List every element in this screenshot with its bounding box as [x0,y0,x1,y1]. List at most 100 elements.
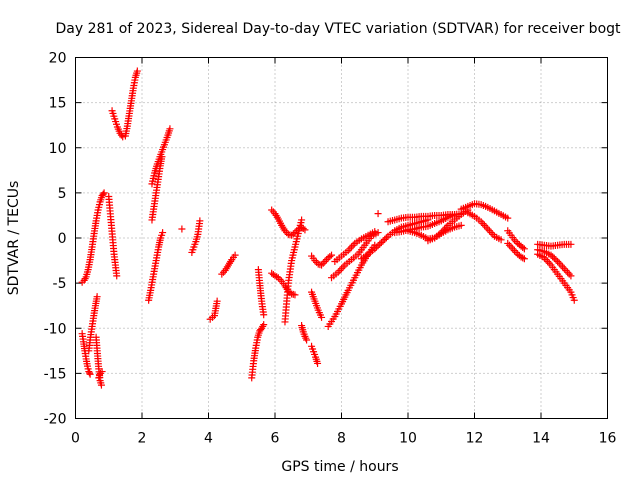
data-point-marker [93,293,101,301]
y-tick-label: 0 [58,231,67,247]
plot-frame [75,57,608,419]
data-point-marker [507,243,515,251]
y-tick-label: -20 [44,412,67,428]
data-point-marker [166,125,174,133]
series-arc25 [328,229,382,282]
data-point-marker [86,370,94,378]
series-arc23 [308,251,336,269]
series-arc27 [374,210,382,218]
data-point-marker [379,237,387,245]
series-arc26 [331,228,379,265]
data-point-marker [505,241,513,249]
x-tick-label: 14 [532,431,550,447]
series-arc05 [95,368,106,382]
series-arc07 [108,67,141,141]
data-point-marker [381,235,389,243]
series-arc06 [105,192,121,280]
data-point-marker [484,225,492,233]
data-point-marker [298,216,306,224]
data-point-marker [509,245,517,253]
series-arc21 [308,342,322,367]
data-point-marker [570,296,578,304]
series-arc33 [457,200,512,222]
series-arc20 [298,322,311,344]
data-point-marker [512,248,520,256]
x-tick-label: 8 [337,431,346,447]
y-tick-label: -5 [53,276,67,292]
data-point-marker [504,239,512,247]
data-point-marker [377,239,385,247]
data-point-marker [374,210,382,218]
data-point-marker [113,272,121,280]
y-tick-label: 5 [58,186,67,202]
data-point-marker [336,266,344,274]
x-tick-label: 2 [138,431,147,447]
series-arc03 [85,293,101,355]
series-arc34 [464,209,505,244]
chart-title: Day 281 of 2023, Sidereal Day-to-day VTE… [55,21,621,37]
data-point-marker [564,268,572,276]
data-point-marker [547,251,555,259]
data-point-marker [178,225,186,233]
data-point-marker [100,189,108,197]
data-point-marker [347,243,355,251]
data-point-marker [497,236,505,244]
data-point-marker [99,190,107,198]
series-arc08 [145,229,167,304]
data-point-marker [550,254,558,262]
data-point-marker [519,243,527,251]
data-point-marker [545,259,553,267]
series-arc16 [254,266,268,319]
series-arc18 [268,269,299,299]
data-point-marker [485,227,493,235]
data-point-marker [552,256,560,264]
data-point-marker [562,266,570,274]
data-point-marker [544,257,552,265]
data-point-marker [213,297,221,305]
data-point-marker [326,253,334,261]
data-point-marker [339,263,347,271]
series-arc14 [218,251,239,278]
series-arc15 [248,321,268,382]
data-point-marker [371,228,379,236]
data-point-marker [372,243,380,251]
data-point-marker [218,270,226,278]
x-tick-label: 4 [204,431,213,447]
series-arc13 [206,297,221,323]
data-point-marker [376,240,384,248]
series-arc39 [534,250,578,304]
y-tick-label: 15 [49,96,67,112]
x-axis-label: GPS time / hours [281,459,398,475]
data-point-marker [482,223,490,231]
data-point-marker [85,369,93,377]
data-point-marker [510,247,518,255]
data-point-marker [555,259,563,267]
data-point-marker [319,259,327,267]
data-point-marker [520,255,528,263]
data-point-marker [260,311,268,319]
data-point-marker [457,221,465,229]
y-tick-labels: -20 -15 -10 -5 0 5 10 15 20 [44,51,67,428]
series-arc32 [424,206,472,245]
y-tick-label: -15 [44,366,67,382]
y-tick-label: 10 [49,141,67,157]
y-tick-label: 20 [49,51,67,67]
data-point-marker [346,245,354,253]
data-point-marker [565,270,573,278]
data-point-marker [328,251,336,259]
series-arc22 [308,288,326,321]
series-arc12 [188,217,204,256]
data-series [78,67,578,389]
series-arc38 [534,246,575,280]
x-tick-label: 12 [466,431,484,447]
data-point-marker [274,274,282,282]
x-tick-labels: 0 2 4 6 8 10 12 14 16 [71,431,616,447]
data-point-marker [97,381,105,389]
series-arc10 [148,125,174,188]
data-point-marker [302,334,310,342]
y-axis-label: SDTVAR / TECUs [6,181,22,296]
data-point-marker [291,291,299,299]
data-point-marker [519,254,527,262]
data-point-marker [323,256,331,264]
